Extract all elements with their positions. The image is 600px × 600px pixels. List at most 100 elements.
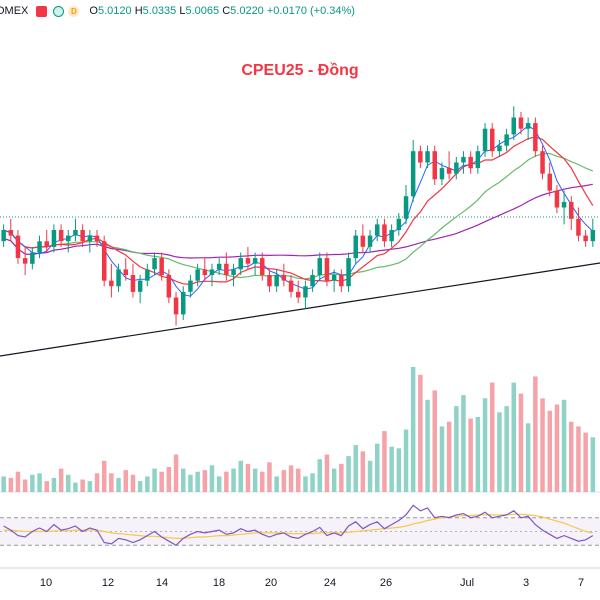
candle-body [216,263,222,270]
candle-body [188,280,193,292]
x-tick-label: 7 [578,577,584,589]
legend-header: OMEX D O5.0120 H5.0335 L5.0065 C5.0220 +… [0,0,600,22]
open-label: O [89,5,98,17]
volume-bar [188,474,193,492]
volume-bar [8,477,14,492]
x-tick-label: 26 [380,577,392,589]
candle-body [51,230,57,247]
candle-body [569,201,574,219]
volume-bar [425,399,430,492]
volume-bar [317,459,322,492]
candle-body [252,258,258,264]
candle-body [173,297,179,315]
volume-bar [181,468,186,492]
candle-body [511,117,516,135]
candle-body [145,269,150,281]
x-tick-label: 14 [156,577,168,589]
market-open-icon [53,5,65,17]
volume-bar [166,467,172,492]
volume-bar [367,460,373,493]
candle-body [525,123,531,129]
volume-bar [123,470,128,492]
candle-body [561,201,567,208]
candle-body [137,280,143,292]
ma-fast-line [3,136,594,286]
volume-bar [22,479,28,492]
volume-layer [1,367,596,493]
volume-bar [339,463,344,492]
candle-body [360,235,366,247]
candle-body [116,269,121,287]
volume-bar [382,431,387,492]
volume-bar [475,417,481,492]
volume-bar [274,476,279,492]
volume-bar [331,468,337,492]
volume-bar [152,468,157,492]
volume-bar [195,471,200,492]
volume-bar [418,374,423,492]
volume-bar [137,481,143,492]
volume-bar [303,476,308,492]
volume-bar [353,445,358,492]
candle-body [245,258,251,264]
candle-body [583,235,588,242]
candle-body [195,269,200,281]
candle-body [439,168,445,180]
volume-bar [44,481,49,492]
candle-body [533,123,538,152]
candle-body [288,280,294,292]
candle-body [310,275,315,287]
volume-bar [145,476,150,492]
candle-body [403,196,409,219]
candle-body [339,275,344,287]
volume-bar [482,398,488,493]
candle-body [382,224,387,242]
volume-bar [310,473,315,493]
candle-body [15,235,21,259]
volume-bar [547,410,552,493]
volume-bar [490,382,495,492]
grid-layer [0,216,600,569]
candle-body [8,230,14,236]
volume-bar [116,477,121,492]
candle-body [331,275,337,281]
volume-bar [87,481,93,492]
candle-body [367,235,373,247]
candle-body [410,151,416,197]
candle-body [267,275,272,287]
volume-bar [324,454,330,492]
candle-body [1,230,6,242]
candle-body [296,291,301,298]
candle-body [73,230,78,236]
volume-bar [561,399,567,492]
candle-body [418,151,423,163]
high-value: 5.0335 [142,5,177,17]
candle-body [123,269,128,275]
rsi-layer [0,504,600,547]
candle-body [224,263,229,275]
candle-body [109,280,114,287]
symbol-color-marker [36,5,48,17]
volume-bar [37,473,42,493]
candle-body [274,275,279,287]
candle-body [324,258,330,281]
candle-body [303,286,308,298]
volume-bar [583,432,588,492]
candle-body [80,230,85,242]
candles-layer [1,106,596,326]
candle-body [468,156,473,169]
candle-body [159,258,164,275]
volume-bar [94,473,100,493]
candle-body [346,258,351,287]
candle-body [497,145,502,152]
candle-body [152,258,157,270]
volume-bar [396,448,402,493]
volume-bar [375,443,380,492]
rsi-line [3,504,594,547]
candle-body [58,230,64,242]
volume-bar [576,426,581,492]
volume-bar [102,460,107,493]
volume-bar [518,393,524,492]
